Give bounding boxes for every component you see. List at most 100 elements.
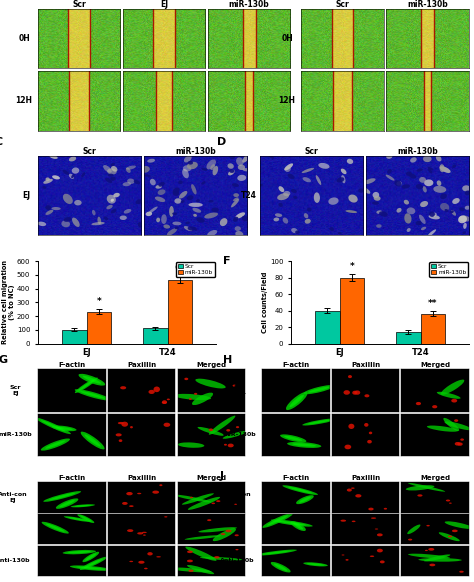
Ellipse shape — [209, 416, 236, 435]
Ellipse shape — [43, 491, 81, 502]
Ellipse shape — [207, 159, 216, 169]
Ellipse shape — [187, 565, 214, 574]
Ellipse shape — [351, 488, 355, 489]
Ellipse shape — [236, 157, 244, 166]
Ellipse shape — [161, 214, 167, 224]
Ellipse shape — [43, 179, 53, 184]
Ellipse shape — [193, 227, 197, 231]
Ellipse shape — [235, 226, 241, 231]
Ellipse shape — [416, 221, 421, 225]
Ellipse shape — [347, 159, 353, 164]
Ellipse shape — [271, 519, 313, 527]
Ellipse shape — [408, 553, 450, 559]
Ellipse shape — [452, 165, 456, 168]
Ellipse shape — [373, 192, 379, 198]
Ellipse shape — [387, 169, 392, 174]
Ellipse shape — [459, 215, 470, 222]
Ellipse shape — [173, 191, 179, 196]
Ellipse shape — [407, 228, 410, 232]
Ellipse shape — [375, 528, 378, 530]
Ellipse shape — [428, 548, 434, 551]
Ellipse shape — [182, 494, 214, 505]
Ellipse shape — [80, 557, 107, 570]
Title: Merged: Merged — [196, 475, 227, 481]
Ellipse shape — [136, 199, 142, 204]
Ellipse shape — [46, 205, 51, 210]
Ellipse shape — [221, 533, 225, 535]
Ellipse shape — [352, 520, 356, 522]
Ellipse shape — [356, 494, 362, 498]
Ellipse shape — [262, 513, 293, 528]
Ellipse shape — [401, 184, 410, 189]
Ellipse shape — [329, 227, 334, 231]
Ellipse shape — [341, 169, 346, 174]
Ellipse shape — [154, 386, 160, 392]
Ellipse shape — [201, 181, 205, 184]
Ellipse shape — [235, 534, 239, 536]
Ellipse shape — [290, 395, 304, 407]
Bar — [62, 330, 87, 343]
Ellipse shape — [155, 197, 165, 202]
Ellipse shape — [113, 193, 120, 197]
Title: Paxillin: Paxillin — [351, 363, 380, 368]
Title: Scr: Scr — [305, 147, 319, 157]
Ellipse shape — [407, 207, 415, 214]
Title: Scr: Scr — [82, 147, 96, 157]
Bar — [396, 332, 420, 343]
Ellipse shape — [127, 529, 133, 532]
Ellipse shape — [370, 555, 374, 557]
Ellipse shape — [158, 182, 165, 187]
Ellipse shape — [446, 499, 450, 502]
Ellipse shape — [72, 168, 79, 173]
Ellipse shape — [376, 224, 382, 228]
Ellipse shape — [204, 212, 218, 218]
Ellipse shape — [226, 530, 231, 533]
Title: Paxillin: Paxillin — [127, 363, 156, 368]
Y-axis label: 0H: 0H — [18, 34, 30, 43]
Ellipse shape — [465, 205, 470, 210]
Ellipse shape — [233, 197, 238, 201]
Ellipse shape — [428, 167, 434, 171]
Ellipse shape — [459, 207, 465, 211]
Ellipse shape — [200, 557, 243, 560]
Ellipse shape — [211, 502, 215, 504]
Ellipse shape — [162, 402, 167, 404]
Ellipse shape — [316, 175, 321, 185]
Ellipse shape — [209, 428, 213, 431]
Ellipse shape — [307, 208, 311, 211]
Ellipse shape — [144, 567, 147, 569]
Ellipse shape — [130, 426, 133, 428]
Ellipse shape — [328, 197, 338, 205]
Title: miR-130b: miR-130b — [229, 0, 270, 9]
Ellipse shape — [52, 175, 60, 179]
Ellipse shape — [242, 168, 250, 171]
Ellipse shape — [423, 186, 427, 193]
Ellipse shape — [156, 218, 160, 222]
Ellipse shape — [463, 223, 467, 229]
Ellipse shape — [61, 221, 70, 228]
Ellipse shape — [75, 389, 111, 400]
Ellipse shape — [212, 166, 218, 175]
Ellipse shape — [236, 549, 238, 551]
Ellipse shape — [104, 217, 108, 220]
Ellipse shape — [283, 485, 318, 495]
Ellipse shape — [440, 194, 447, 199]
Ellipse shape — [445, 209, 448, 212]
Ellipse shape — [304, 213, 308, 218]
Ellipse shape — [379, 211, 388, 217]
Ellipse shape — [445, 421, 472, 430]
Ellipse shape — [120, 386, 126, 389]
Text: *: * — [96, 297, 101, 306]
Ellipse shape — [410, 157, 417, 162]
Ellipse shape — [288, 487, 312, 494]
Ellipse shape — [348, 375, 352, 378]
Ellipse shape — [404, 200, 409, 204]
Ellipse shape — [216, 500, 220, 502]
Ellipse shape — [63, 550, 96, 554]
Ellipse shape — [341, 175, 346, 183]
Ellipse shape — [69, 173, 74, 179]
Ellipse shape — [182, 169, 189, 178]
Ellipse shape — [207, 230, 217, 236]
Ellipse shape — [84, 434, 101, 447]
Ellipse shape — [223, 431, 247, 439]
